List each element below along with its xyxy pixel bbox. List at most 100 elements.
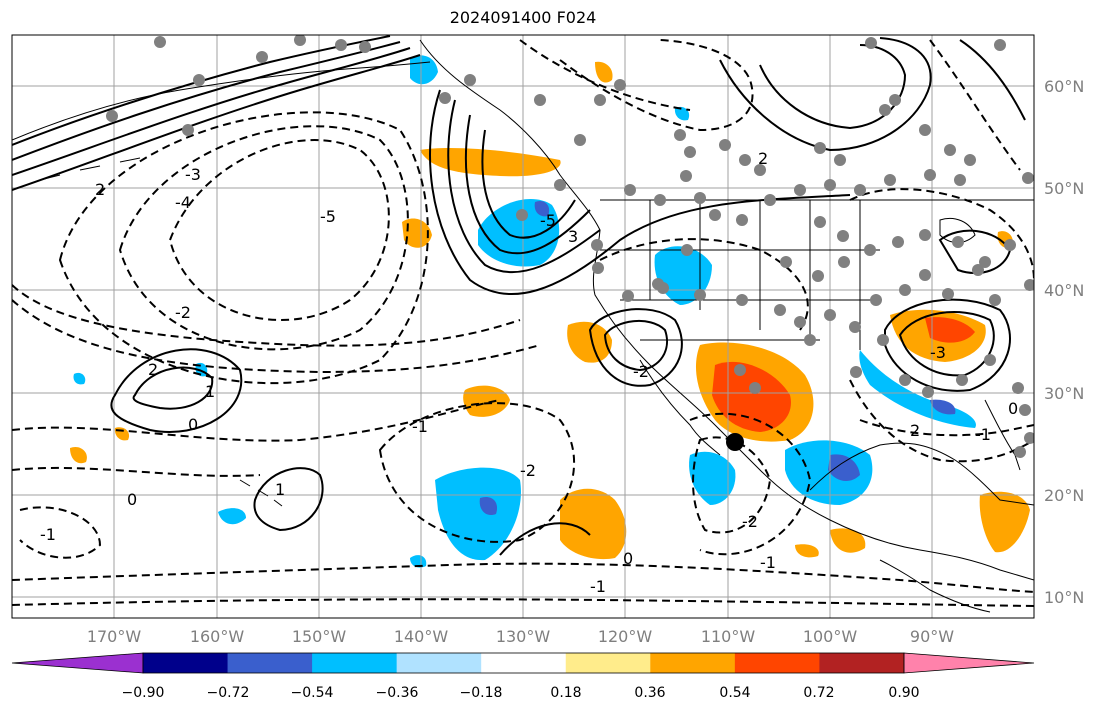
- colorbar-tick-label: 0.72: [803, 685, 834, 701]
- colorbar-segment: [396, 653, 482, 673]
- station-dot: [1019, 404, 1031, 416]
- station-dot: [824, 309, 836, 321]
- station-dot: [956, 374, 968, 386]
- station-dot: [979, 256, 991, 268]
- shade-blob: [218, 508, 246, 525]
- station-dot: [864, 244, 876, 256]
- contour-label: -4: [175, 193, 191, 212]
- lon-label: 160°W: [190, 627, 245, 646]
- contour-label: 0: [127, 490, 137, 509]
- station-dot: [989, 294, 1001, 306]
- shade-blob: [979, 491, 1030, 553]
- station-dot: [694, 289, 706, 301]
- station-dot: [684, 146, 696, 158]
- station-dot: [877, 334, 889, 346]
- contour-line: [253, 467, 324, 532]
- contour-label: 2: [910, 421, 920, 440]
- shade-blob: [560, 488, 627, 560]
- lon-label: 170°W: [87, 627, 142, 646]
- station-dot: [924, 169, 936, 181]
- station-dot: [780, 256, 792, 268]
- station-dot: [919, 124, 931, 136]
- contour-line: [110, 348, 243, 433]
- shade-blob: [534, 200, 550, 217]
- station-dot: [1012, 382, 1024, 394]
- shade-blob: [930, 399, 956, 415]
- colorbar-segment: [565, 653, 651, 673]
- map-title: 2024091400 F024: [449, 8, 597, 27]
- station-dot: [899, 374, 911, 386]
- station-dot: [812, 270, 824, 282]
- contour-line: [465, 114, 591, 255]
- station-dot: [439, 92, 451, 104]
- colorbar-border: [142, 652, 905, 674]
- station-dot: [734, 364, 746, 376]
- lat-label: 20°N: [1044, 486, 1084, 505]
- station-dot: [554, 179, 566, 191]
- station-dot: [736, 294, 748, 306]
- us-state-lines: [600, 200, 880, 350]
- contour-label: -1: [760, 553, 776, 572]
- station-dot: [193, 74, 205, 86]
- contour-label: 2: [95, 180, 105, 199]
- colorbar-extend-low: [11, 652, 144, 674]
- contour-line: [588, 308, 683, 387]
- contour-label: -2: [633, 362, 649, 381]
- station-dot: [294, 35, 306, 46]
- contour-labels: 2 -4 -5 -3 -2 -1 0 1 2 0 -1 -2 -5 3 2 -3…: [40, 149, 1018, 596]
- contour-line: [118, 125, 409, 351]
- contour-line: [959, 39, 1026, 121]
- station-dot: [754, 164, 766, 176]
- station-dot: [335, 39, 347, 51]
- station-dot: [972, 264, 984, 276]
- contour-line: [519, 39, 691, 111]
- contour-line: [692, 436, 772, 534]
- contour-line: [378, 402, 576, 543]
- station-dot: [944, 144, 956, 156]
- station-dot: [624, 184, 636, 196]
- longitude-labels: 170°W 160°W 150°W 140°W 130°W 120°W 110°…: [87, 627, 954, 646]
- lon-label: 90°W: [910, 627, 954, 646]
- station-dot: [256, 51, 268, 63]
- colorbar-tick-label: −0.36: [376, 685, 419, 701]
- shade-blob: [830, 528, 866, 553]
- colorbar-tick-label: 0.54: [719, 685, 750, 701]
- station-dot: [834, 154, 846, 166]
- station-dot: [824, 179, 836, 191]
- contour-line: [12, 399, 501, 442]
- contour-line: [849, 379, 1034, 463]
- contour-label: 2: [758, 149, 768, 168]
- north-america-coast: [419, 39, 1034, 581]
- lat-label: 50°N: [1044, 179, 1084, 198]
- station-dot: [594, 94, 606, 106]
- station-dot: [694, 192, 706, 204]
- lon-label: 130°W: [496, 627, 551, 646]
- baja-peninsula: [639, 359, 721, 456]
- station-dot: [464, 74, 476, 86]
- colorbar-tick-label: −0.18: [460, 685, 503, 701]
- station-dot: [739, 154, 751, 166]
- shade-blob: [795, 544, 819, 558]
- colorbar-tick-label: 0.90: [888, 685, 919, 701]
- contour-label: -1: [412, 417, 428, 436]
- station-dot: [879, 104, 891, 116]
- shade-blob: [402, 218, 432, 248]
- shade-blob: [674, 106, 690, 121]
- station-dot: [889, 94, 901, 106]
- colorbar-segment: [312, 653, 398, 673]
- station-dot: [359, 41, 371, 53]
- station-dot: [984, 354, 996, 366]
- contour-label: -1: [40, 525, 56, 544]
- colorbar-extend-high: [903, 652, 1035, 674]
- lon-label: 110°W: [701, 627, 756, 646]
- contour-label: -3: [185, 165, 201, 184]
- station-dot: [106, 110, 118, 122]
- lon-label: 120°W: [598, 627, 653, 646]
- shade-blob: [73, 372, 86, 385]
- lat-label: 30°N: [1044, 384, 1084, 403]
- colorbar-tick-label: 0.18: [550, 685, 581, 701]
- colorbar-segment: [143, 653, 229, 673]
- contour-label: 0: [188, 415, 198, 434]
- lon-label: 140°W: [394, 627, 449, 646]
